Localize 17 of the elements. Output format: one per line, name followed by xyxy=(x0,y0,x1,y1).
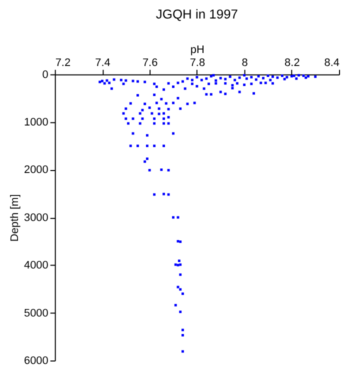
y-tick-label: 2000 xyxy=(24,164,48,176)
y-tick-label: 6000 xyxy=(24,354,48,367)
y-tick-label: 5000 xyxy=(24,307,48,320)
y-tick-label: 0 xyxy=(42,68,48,81)
x-tick-label: 7.8 xyxy=(190,56,206,69)
x-tick-label: 7.6 xyxy=(142,56,158,69)
y-tick-label: 1000 xyxy=(24,116,48,129)
y-tick-label: 3000 xyxy=(24,212,48,224)
x-tick-label: 7.4 xyxy=(95,56,110,69)
chart-title: JGQH in 1997 xyxy=(156,6,238,22)
x-tick-label: 7.2 xyxy=(55,56,71,69)
x-tick-label: 8.4 xyxy=(324,56,340,69)
x-tick-label: 8 xyxy=(242,56,248,69)
x-axis-title: pH xyxy=(190,44,205,56)
y-tick-label: 4000 xyxy=(24,260,48,272)
y-axis-title: Depth [m] xyxy=(8,194,21,242)
x-tick-label: 8.2 xyxy=(284,56,300,69)
